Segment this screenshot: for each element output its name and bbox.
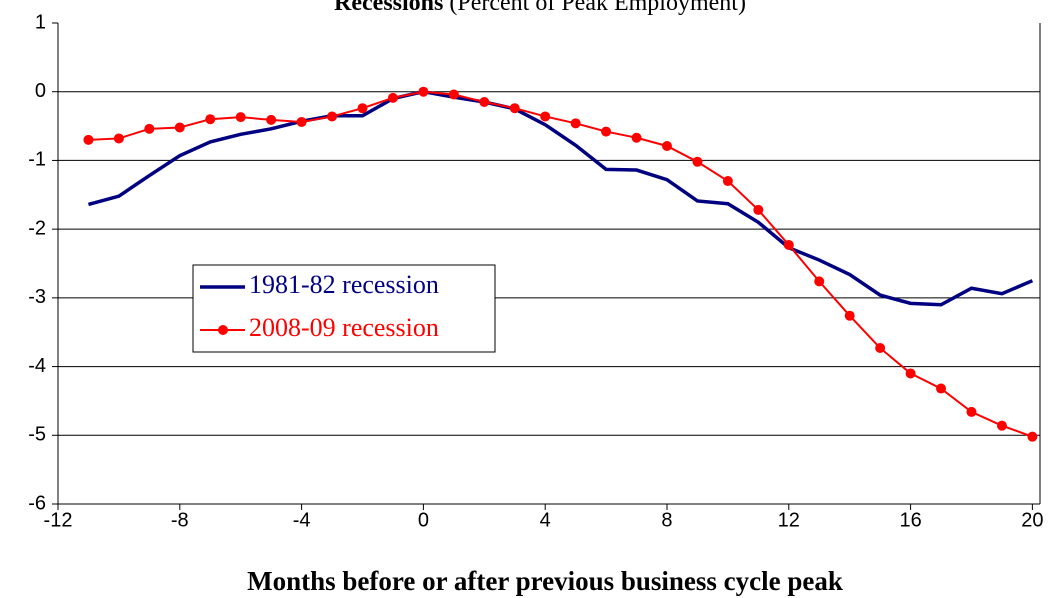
series-marker [266, 114, 277, 125]
series-marker [783, 239, 794, 250]
series-line [87, 89, 1034, 307]
series-marker [722, 176, 733, 187]
series-marker [1027, 431, 1038, 442]
series-marker [327, 111, 338, 122]
x-tick-label: 0 [418, 509, 429, 531]
series-marker [448, 89, 459, 100]
title-sub: (Percent of Peak Employment) [449, 0, 746, 16]
x-tick-label: 12 [778, 509, 800, 531]
x-axis-label: Months before or after previous business… [247, 566, 843, 596]
y-tick-label: -2 [28, 217, 46, 239]
series-marker [692, 156, 703, 167]
series-marker [844, 310, 855, 321]
series-marker [174, 122, 185, 133]
series-marker [753, 204, 764, 215]
series-marker [996, 420, 1007, 431]
y-tick-label: -6 [28, 492, 46, 514]
series-marker [479, 97, 490, 108]
series-marker [631, 132, 642, 143]
series-marker [570, 118, 581, 129]
series-marker [905, 368, 916, 379]
series-marker [661, 140, 672, 151]
series-marker [601, 126, 612, 137]
y-tick-label: 1 [35, 11, 46, 33]
series-marker [540, 111, 551, 122]
y-tick-label: 0 [35, 80, 46, 102]
y-tick-label: -4 [28, 355, 46, 377]
series-marker [296, 116, 307, 127]
title-main: Recessions [334, 0, 443, 16]
series-marker [205, 114, 216, 125]
x-tick-label: 20 [1021, 509, 1043, 531]
x-tick-label: -12 [44, 509, 73, 531]
y-tick-label: -3 [28, 286, 46, 308]
series-marker [144, 123, 155, 134]
x-tick-label: 16 [899, 509, 921, 531]
legend-marker [218, 325, 228, 335]
y-tick-label: -1 [28, 149, 46, 171]
y-tick-label: -5 [28, 424, 46, 446]
series-marker [83, 134, 94, 145]
legend-label: 1981-82 recession [249, 270, 439, 299]
x-tick-label: 8 [661, 509, 672, 531]
series-marker [418, 86, 429, 97]
chart-title: Recessions (Percent of Peak Employment) [334, 0, 746, 16]
x-tick-label: -4 [293, 509, 311, 531]
series-marker [387, 92, 398, 103]
legend-box [192, 264, 496, 353]
series-marker [113, 133, 124, 144]
series-marker [875, 343, 886, 354]
series-marker [357, 103, 368, 114]
legend-label: 2008-09 recession [249, 313, 439, 342]
x-tick-label: -8 [171, 509, 189, 531]
series-marker [235, 112, 246, 123]
series-marker [509, 103, 520, 114]
x-tick-label: 4 [540, 509, 551, 531]
series-marker [936, 383, 947, 394]
series-marker [814, 276, 825, 287]
series-line [88, 90, 1033, 438]
series-marker [966, 406, 977, 417]
